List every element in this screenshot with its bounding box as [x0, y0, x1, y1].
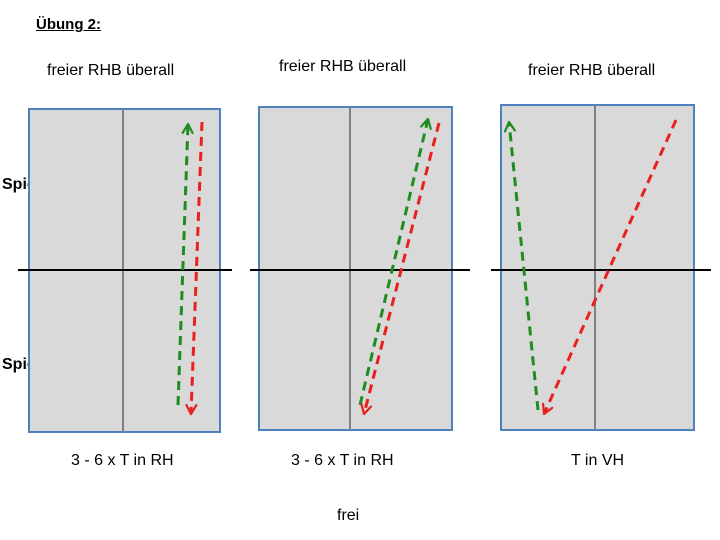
- table-2-green-arrow: [358, 119, 428, 406]
- table-1-green-arrow: [176, 124, 188, 406]
- panel-2-heading: freier RHB überall: [279, 58, 407, 75]
- table-3-red-arrow: [544, 119, 678, 414]
- table-1-red-arrow: [191, 121, 204, 414]
- table-3-green-arrow: [509, 122, 540, 411]
- footer-label: frei: [337, 507, 360, 524]
- table-3-surface: [500, 104, 695, 431]
- panel-3-heading: freier RHB überall: [528, 62, 656, 79]
- panel-1-caption: 3 - 6 x T in RH: [71, 452, 174, 469]
- panel-2-caption: 3 - 6 x T in RH: [291, 452, 394, 469]
- table-2: [250, 106, 470, 431]
- table-2-surface: [258, 106, 453, 431]
- table-1: [18, 108, 232, 433]
- table-2-red-arrow: [364, 122, 441, 414]
- panel-1-heading: freier RHB überall: [47, 62, 175, 79]
- panel-3-caption: T in VH: [571, 452, 625, 469]
- exercise-title: Übung 2:: [36, 16, 101, 33]
- table-3: [491, 104, 711, 431]
